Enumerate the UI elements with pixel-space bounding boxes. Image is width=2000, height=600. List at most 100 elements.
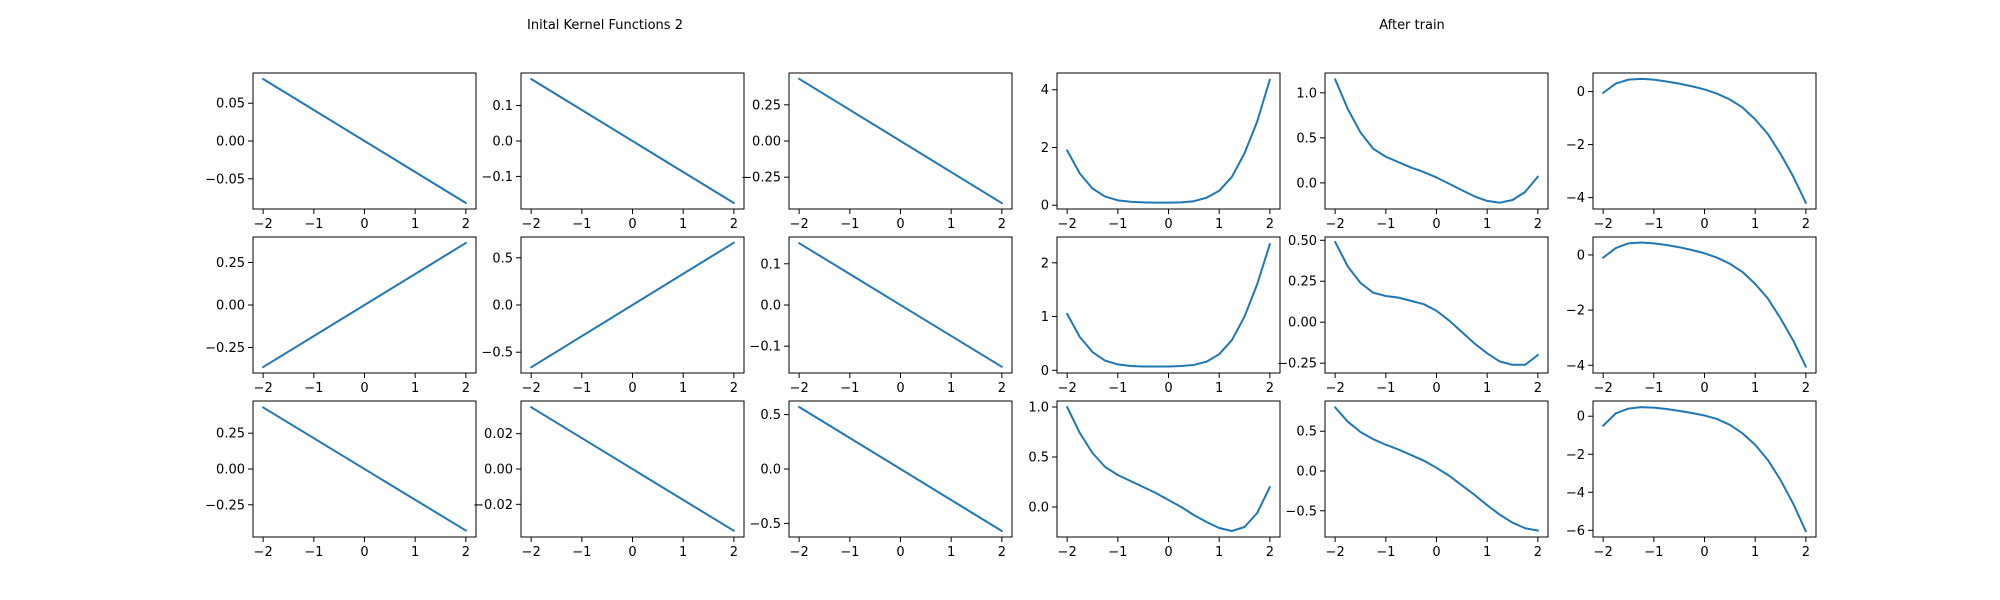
x-tick-label-r3c2: −2 (522, 545, 541, 560)
x-tick-label-r1c4: −2 (1058, 217, 1077, 232)
y-tick-label-r3c2: 0.02 (484, 427, 513, 442)
y-tick-label-r2c2: 0.0 (492, 299, 513, 314)
series-line-r1c5 (1334, 78, 1539, 204)
y-tick-label-r2c3: 0.0 (760, 299, 781, 314)
x-tick-label-r1c5: 1 (1483, 217, 1491, 232)
y-tick-label-r2c6: 0 (1577, 248, 1585, 263)
x-tick-label-r3c4: 2 (1266, 545, 1274, 560)
x-tick-label-r3c3: −2 (790, 545, 809, 560)
x-tick-label-r3c5: 2 (1534, 545, 1542, 560)
subplot-r1c2: −2 −1 0 1 2 0.1 0.0 −0.1 (481, 72, 745, 232)
x-tick-label-r3c3: 2 (998, 545, 1006, 560)
y-tick-label-r3c4: 0.0 (1028, 501, 1049, 516)
y-tick-label-r1c2: 0.0 (492, 135, 513, 150)
x-tick-label-r2c3: 1 (947, 381, 955, 396)
x-tick-label-r3c6: 0 (1700, 545, 1708, 560)
series-line-r2c2 (530, 241, 735, 369)
x-tick-label-r3c2: 1 (679, 545, 687, 560)
series-line-r1c2 (530, 78, 735, 204)
x-tick-label-r3c4: −1 (1108, 545, 1127, 560)
subplot-r1c6: −2 −1 0 1 2 0 −2 −4 (1566, 72, 1817, 232)
x-tick-label-r3c6: 1 (1751, 545, 1759, 560)
y-tick-label-r2c3: 0.1 (760, 257, 781, 272)
subplot-r1c1: −2 −1 0 1 2 0.05 0.00 −0.05 (205, 72, 477, 232)
x-tick-label-r3c6: −1 (1644, 545, 1663, 560)
x-tick-label-r2c2: −2 (522, 381, 541, 396)
x-tick-label-r1c1: 1 (411, 217, 419, 232)
y-tick-label-r1c3: −0.25 (741, 171, 781, 186)
subplot-r2c3: −2 −1 0 1 2 0.1 0.0 −0.1 (749, 236, 1013, 396)
x-tick-label-r1c1: 0 (360, 217, 368, 232)
x-tick-label-r3c5: −2 (1326, 545, 1345, 560)
x-tick-label-r3c4: 1 (1215, 545, 1223, 560)
y-tick-label-r2c2: −0.5 (481, 346, 513, 361)
x-tick-label-r3c3: 1 (947, 545, 955, 560)
y-tick-label-r2c5: 0.25 (1288, 275, 1317, 290)
x-tick-label-r2c4: 0 (1164, 381, 1172, 396)
y-tick-label-r3c6: −4 (1566, 486, 1585, 501)
x-tick-label-r2c2: −1 (572, 381, 591, 396)
x-tick-label-r1c2: −1 (572, 217, 591, 232)
x-tick-label-r2c1: 0 (360, 381, 368, 396)
series-line-r3c1 (262, 406, 467, 532)
x-tick-label-r2c4: −1 (1108, 381, 1127, 396)
x-tick-label-r2c3: 2 (998, 381, 1006, 396)
y-tick-label-r2c1: −0.25 (205, 341, 245, 356)
y-tick-label-r2c6: −2 (1566, 304, 1585, 319)
x-tick-label-r1c3: −1 (840, 217, 859, 232)
x-tick-label-r3c6: −2 (1594, 545, 1613, 560)
y-tick-label-r2c4: 1 (1041, 310, 1049, 325)
x-tick-label-r1c5: −1 (1376, 217, 1395, 232)
x-tick-label-r1c2: 0 (628, 217, 636, 232)
y-tick-label-r3c2: −0.02 (473, 498, 513, 513)
x-tick-label-r2c6: −2 (1594, 381, 1613, 396)
y-tick-label-r1c5: 1.0 (1296, 86, 1317, 101)
x-tick-label-r2c6: 2 (1802, 381, 1810, 396)
series-line-r2c1 (262, 241, 467, 369)
x-tick-label-r1c1: 2 (462, 217, 470, 232)
x-tick-label-r1c4: 0 (1164, 217, 1172, 232)
x-tick-label-r2c1: −2 (254, 381, 273, 396)
x-tick-label-r2c5: −1 (1376, 381, 1395, 396)
x-tick-label-r2c4: 1 (1215, 381, 1223, 396)
x-tick-label-r3c2: 0 (628, 545, 636, 560)
x-tick-label-r2c6: −1 (1644, 381, 1663, 396)
x-tick-label-r2c5: 2 (1534, 381, 1542, 396)
x-tick-label-r1c6: 1 (1751, 217, 1759, 232)
x-tick-label-r1c4: −1 (1108, 217, 1127, 232)
y-tick-label-r2c3: −0.1 (749, 340, 781, 355)
x-tick-label-r1c2: 1 (679, 217, 687, 232)
x-tick-label-r2c5: −2 (1326, 381, 1345, 396)
y-tick-label-r2c2: 0.5 (492, 251, 513, 266)
y-tick-label-r3c6: 0 (1577, 410, 1585, 425)
y-tick-label-r3c1: 0.00 (216, 463, 245, 478)
x-tick-label-r1c2: −2 (522, 217, 541, 232)
x-tick-label-r3c5: 0 (1432, 545, 1440, 560)
x-tick-label-r3c1: −2 (254, 545, 273, 560)
x-tick-label-r1c4: 1 (1215, 217, 1223, 232)
x-tick-label-r3c5: 1 (1483, 545, 1491, 560)
y-tick-label-r1c2: 0.1 (492, 99, 513, 114)
y-tick-label-r1c3: 0.00 (752, 135, 781, 150)
y-tick-label-r3c4: 1.0 (1028, 401, 1049, 416)
y-tick-label-r3c5: 0.5 (1296, 425, 1317, 440)
series-line-r2c4 (1066, 242, 1271, 368)
subplot-r2c6: −2 −1 0 1 2 0 −2 −4 (1566, 236, 1817, 396)
x-tick-label-r1c4: 2 (1266, 217, 1274, 232)
series-line-r2c5 (1334, 240, 1539, 366)
series-line-r2c3 (798, 242, 1003, 368)
x-tick-label-r1c2: 2 (730, 217, 738, 232)
y-tick-label-r3c3: 0.0 (760, 463, 781, 478)
x-tick-label-r1c1: −1 (304, 217, 323, 232)
subplot-r1c4: −2 −1 0 1 2 4 2 0 (1041, 72, 1281, 232)
x-tick-label-r2c2: 1 (679, 381, 687, 396)
y-tick-label-r2c5: −0.25 (1277, 357, 1317, 372)
x-tick-label-r2c6: 0 (1700, 381, 1708, 396)
x-tick-label-r2c2: 0 (628, 381, 636, 396)
series-line-r3c5 (1334, 406, 1539, 532)
y-tick-label-r3c3: −0.5 (749, 517, 781, 532)
subplot-r2c2: −2 −1 0 1 2 0.5 0.0 −0.5 (481, 236, 745, 396)
y-tick-label-r1c2: −0.1 (481, 170, 513, 185)
